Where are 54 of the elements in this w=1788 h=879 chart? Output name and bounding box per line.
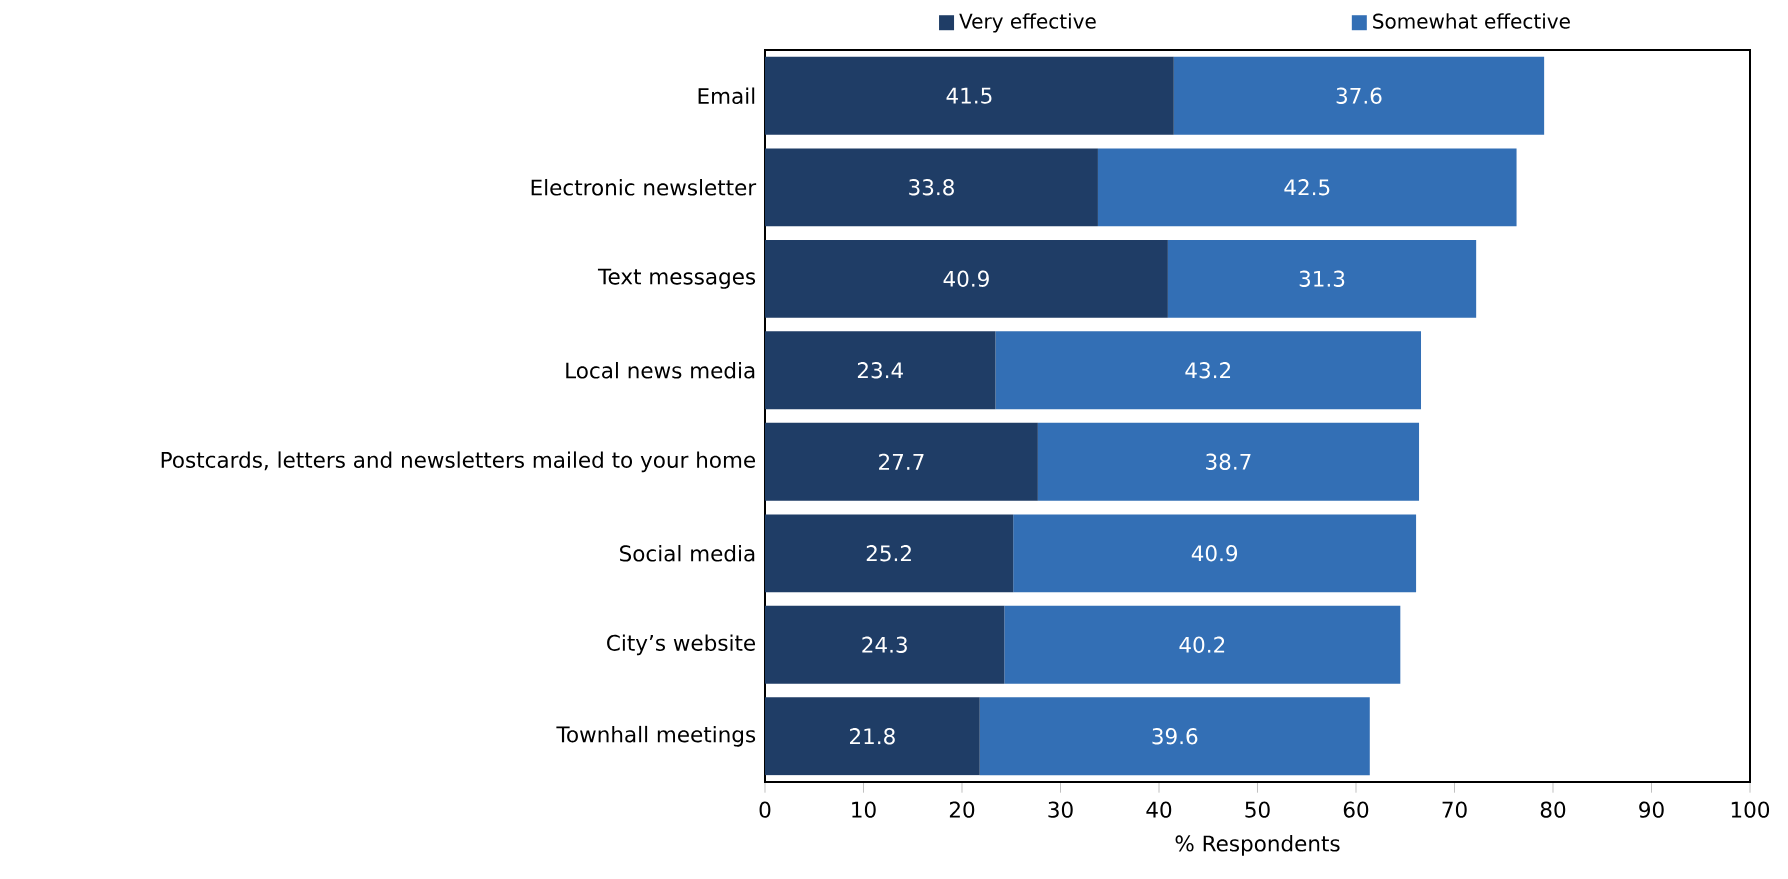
bar: [979, 697, 1370, 776]
data-label: 24.3: [862, 636, 907, 653]
y-tick-label: Email: [698, 87, 755, 105]
bar: [765, 514, 1014, 593]
x-tick-label: 20: [949, 801, 975, 818]
data-label: 42.5: [1284, 179, 1330, 196]
bar: [1097, 148, 1517, 227]
data-label: 27.7: [879, 453, 924, 470]
data-label: 43.2: [1185, 362, 1231, 379]
x-tick-label: 50: [1245, 801, 1270, 818]
data-label: 39.6: [1152, 728, 1198, 745]
bar: [1037, 422, 1420, 501]
legend-label: Very effective: [959, 13, 1096, 33]
data-label: 21.8: [850, 728, 895, 745]
x-tick-label: 70: [1442, 801, 1467, 818]
x-tick-label: 10: [852, 801, 876, 818]
bar: [765, 605, 1005, 684]
x-tick-label: 0: [759, 801, 771, 818]
bar: [995, 331, 1421, 410]
legend-label: Somewhat effective: [1373, 13, 1570, 29]
data-label: 33.8: [909, 179, 954, 196]
x-tick-label: 40: [1146, 801, 1172, 818]
bar: [765, 697, 980, 776]
bar: [1173, 56, 1545, 135]
y-tick-label: Townhall meetings: [556, 725, 756, 747]
bar: [1167, 239, 1477, 318]
x-tick-label: 30: [1048, 801, 1073, 818]
data-label: 38.7: [1206, 453, 1251, 470]
y-tick-label: Social media: [620, 544, 755, 562]
x-axis-title: % Respondents: [1175, 834, 1340, 856]
x-tick-label: 80: [1540, 801, 1566, 818]
x-tick-label: 100: [1731, 801, 1770, 818]
bar: [765, 56, 1174, 135]
data-label: 40.2: [1179, 636, 1225, 653]
bar: [1013, 514, 1417, 593]
bar: [1004, 605, 1401, 684]
y-tick-label: Text messages: [597, 268, 756, 289]
bar: [765, 422, 1038, 501]
x-tick-label: 60: [1343, 801, 1369, 818]
bar: [765, 239, 1168, 318]
data-label: 25.2: [866, 545, 911, 562]
y-tick-label: City’s website: [607, 634, 755, 656]
y-tick-label: Local news media: [566, 361, 755, 379]
data-label: 41.5: [946, 87, 992, 104]
y-tick-label: Postcards, letters and newsletters mailed to your home: [161, 451, 756, 473]
y-tick-label: Electronic newsletter: [531, 178, 757, 196]
data-label: 31.3: [1299, 270, 1345, 287]
data-label: 23.4: [857, 362, 903, 379]
data-label: 37.6: [1336, 87, 1382, 104]
x-tick-label: 90: [1639, 801, 1664, 818]
data-label: 40.9: [1191, 545, 1238, 562]
bar: [765, 331, 996, 410]
bar: [765, 148, 1098, 227]
data-label: 40.9: [943, 270, 989, 287]
